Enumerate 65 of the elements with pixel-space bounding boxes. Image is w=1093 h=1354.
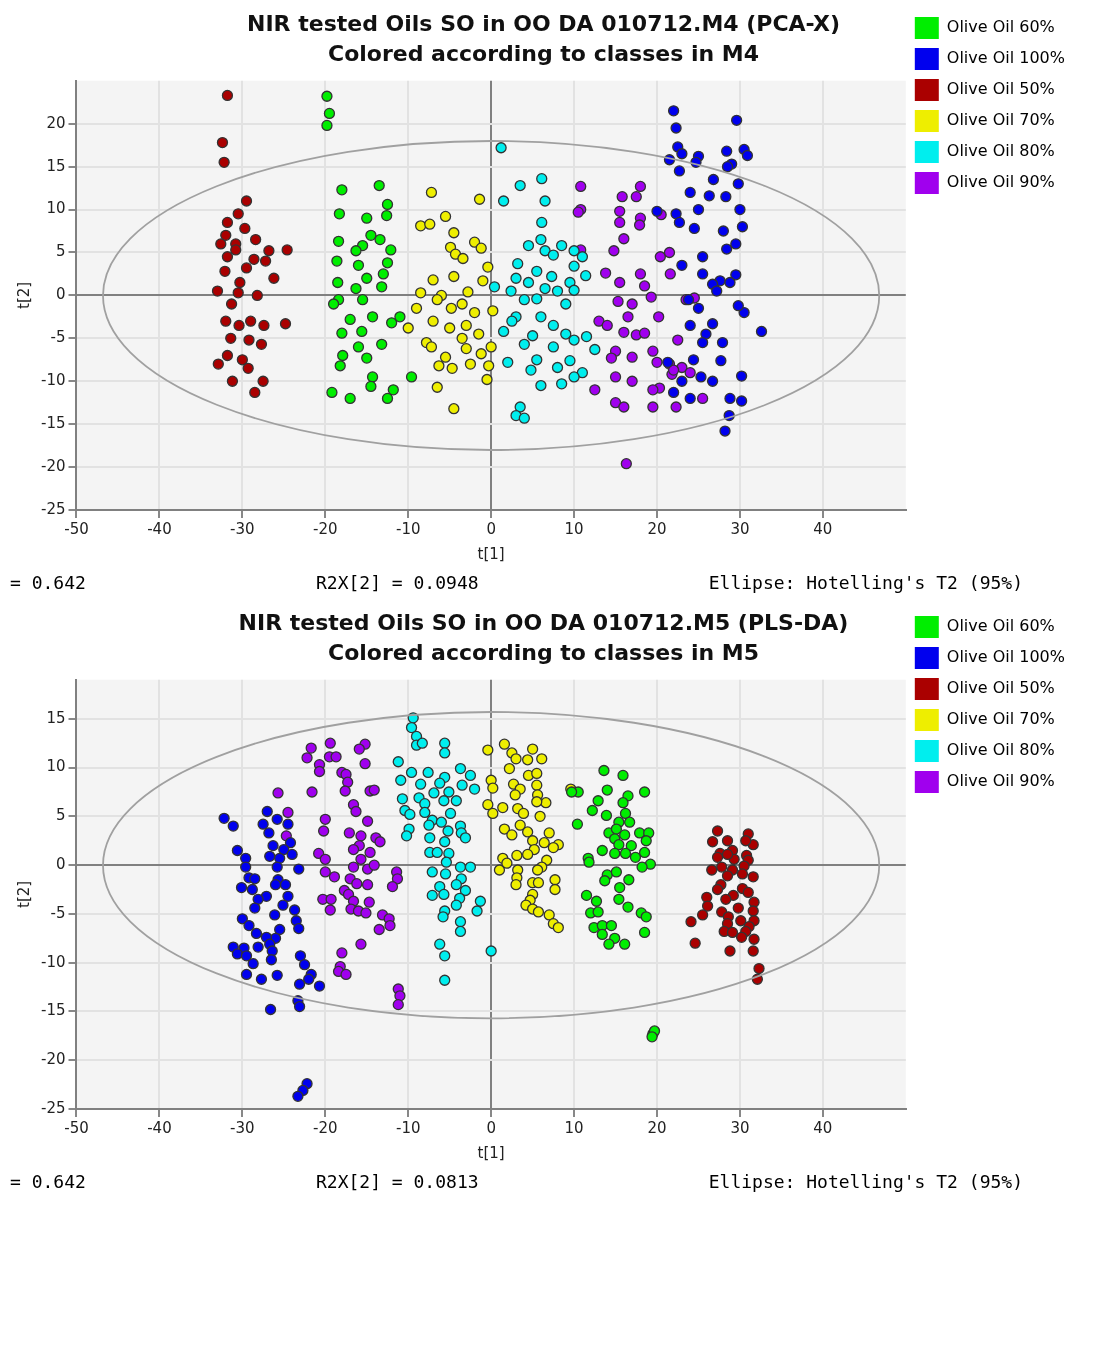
x-tick-label: -30 [230,1118,255,1137]
x-tick-label: 0 [486,1118,496,1137]
y-tick-label: 20 [46,113,66,132]
chart-title: NIR tested Oils SO in OO DA 010712.M5 (PLS-DA) [238,609,849,635]
y-tick-label: -5 [50,328,66,347]
x-tick-label: -40 [147,519,172,538]
x-tick-label: -50 [64,1118,89,1137]
x-tick-label: -20 [313,1118,338,1137]
legend-label: Olive Oil 80% [946,141,1055,161]
legend-label: Olive Oil 70% [946,110,1055,130]
legend-label: Olive Oil 60% [946,616,1055,636]
x-tick-label: 20 [647,519,667,538]
chart-subtitle: Colored according to classes in M4 [328,41,759,67]
x-tick-label: 20 [647,1118,667,1137]
y-axis-title: t[2] [14,880,33,908]
x-tick-label: 10 [564,519,584,538]
x-tick-label: 40 [813,519,833,538]
x-tick-label: 30 [730,1118,750,1137]
legend-label: Olive Oil 70% [946,709,1055,729]
x-tick-label: -30 [230,519,255,538]
legend-label: Olive Oil 100% [946,48,1066,68]
y-tick-label: 5 [55,242,66,261]
y-tick-label: -15 [41,414,66,433]
y-tick-label: -25 [41,499,66,518]
x-tick-label: -50 [64,519,89,538]
y-tick-label: 15 [46,708,66,727]
legend-label: Olive Oil 50% [946,678,1055,698]
text: = 0.642 [10,1171,86,1192]
legend-label: Olive Oil 100% [946,647,1066,667]
chart-subtitle: Colored according to classes in M5 [328,640,759,666]
y-tick-label: 10 [46,757,66,776]
x-tick-label: 10 [564,1118,584,1137]
text: R2X[2] = 0.0813 [316,1171,479,1192]
y-tick-label: -15 [41,1001,66,1020]
x-tick-label: -10 [395,519,421,538]
y-tick-label: 0 [55,855,66,874]
y-tick-label: -5 [50,903,66,922]
y-tick-label: -10 [41,952,66,971]
x-tick-label: -40 [147,1118,172,1137]
legend-label: Olive Oil 60% [946,17,1055,37]
legend-label: Olive Oil 90% [946,771,1055,791]
legend-label: Olive Oil 50% [946,79,1055,99]
y-tick-label: 15 [46,156,66,175]
text: Ellipse: Hotelling's T2 (95%) [708,572,1023,593]
x-tick-label: -10 [395,1118,421,1137]
x-tick-label: 30 [730,519,750,538]
x-tick-label: 0 [486,519,496,538]
text: Ellipse: Hotelling's T2 (95%) [708,1171,1023,1192]
x-axis-title: t[1] [477,1143,505,1162]
y-tick-label: -20 [41,456,66,475]
legend-label: Olive Oil 80% [946,740,1055,760]
x-tick-label: 40 [813,1118,833,1137]
y-tick-label: 5 [55,806,66,825]
chart-title: NIR tested Oils SO in OO DA 010712.M4 (PCA-X) [247,10,840,36]
legend-label: Olive Oil 90% [946,172,1055,192]
y-tick-label: -25 [41,1098,66,1117]
y-tick-label: -10 [41,371,66,390]
x-tick-label: -20 [313,519,338,538]
y-tick-label: 10 [46,199,66,218]
y-tick-label: 0 [55,285,66,304]
y-axis-title: t[2] [14,281,33,309]
y-tick-label: -20 [41,1050,66,1069]
x-axis-title: t[1] [477,544,505,563]
text: R2X[2] = 0.0948 [316,572,479,593]
text: = 0.642 [10,572,86,593]
